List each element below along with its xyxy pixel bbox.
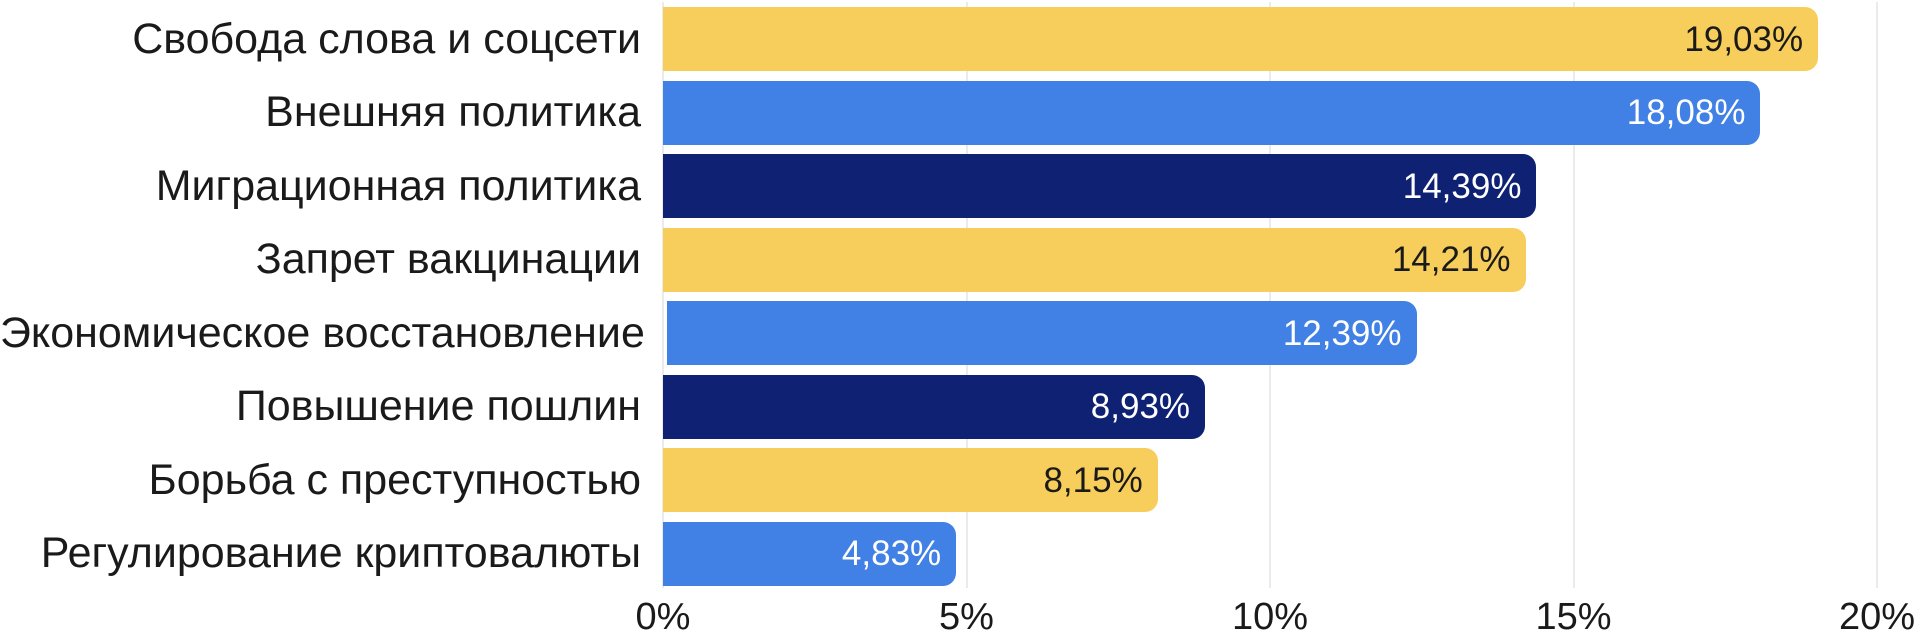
bar-row: Повышение пошлин 8,93%: [0, 374, 1877, 439]
bar: 12,39%: [666, 301, 1417, 365]
category-label: Регулирование криптовалюты: [40, 529, 641, 577]
plot-area: 8,93%: [663, 374, 1877, 439]
gridline-0%: [662, 2, 664, 588]
bar: 8,15%: [663, 448, 1158, 512]
category-label: Свобода слова и соцсети: [132, 14, 641, 63]
x-axis: 0% 5% 10% 15% 20%: [636, 596, 1915, 636]
bar-row: Свобода слова и соцсети 19,03%: [0, 7, 1877, 71]
category-label: Экономическое восстановление: [0, 308, 645, 357]
category-label: Миграционная политика: [155, 161, 641, 210]
category-label: Повышение пошлин: [235, 382, 641, 430]
bar: 14,21%: [663, 227, 1526, 292]
value-label: 14,39%: [1402, 166, 1522, 206]
bar-row: Запрет вакцинации 14,21%: [0, 227, 1877, 292]
bar: 18,08%: [663, 80, 1761, 145]
plot-area: 14,21%: [663, 227, 1877, 292]
x-tick-label: 0%: [635, 596, 691, 636]
category-label: Запрет вакцинации: [255, 235, 641, 283]
x-tick-label: 15%: [1535, 596, 1612, 636]
bar: 4,83%: [663, 521, 957, 586]
plot-area: 8,15%: [663, 448, 1877, 512]
category-label: Борьба с преступностью: [148, 455, 641, 504]
value-label: 8,93%: [1090, 387, 1191, 426]
bar-row: Регулирование криптовалюты 4,83%: [0, 521, 1877, 586]
value-label: 18,08%: [1626, 93, 1746, 132]
bar-row: Внешняя политика 18,08%: [0, 80, 1877, 145]
value-label: 4,83%: [841, 534, 942, 573]
category-label: Внешняя политика: [265, 88, 641, 136]
bar: 8,93%: [663, 374, 1206, 439]
value-label: 19,03%: [1684, 19, 1804, 59]
gridlines: [662, 2, 1878, 588]
plot-area: 19,03%: [663, 7, 1877, 71]
bar: 14,39%: [663, 154, 1537, 218]
x-tick-label: 5%: [939, 596, 994, 636]
plot-area: 14,39%: [663, 154, 1877, 218]
value-label: 8,15%: [1043, 460, 1143, 500]
bar-row: Экономическое восстановление 12,39%: [0, 301, 1877, 365]
bar: 19,03%: [663, 7, 1819, 71]
bar-row: Миграционная политика 14,39%: [0, 154, 1877, 218]
gridline-20%: [1876, 2, 1878, 588]
gridline-15%: [1572, 2, 1575, 588]
x-tick-label: 10%: [1231, 596, 1309, 636]
gridline-5%: [965, 2, 968, 588]
plot-area: 4,83%: [663, 521, 1877, 586]
plot-area: 18,08%: [663, 80, 1877, 145]
value-label: 12,39%: [1282, 313, 1402, 353]
plot-area: 12,39%: [666, 301, 1877, 365]
bar-row: Борьба с преступностью 8,15%: [0, 448, 1877, 512]
value-label: 14,21%: [1391, 240, 1511, 279]
gridline-10%: [1269, 2, 1271, 588]
x-tick-label: 20%: [1838, 596, 1916, 636]
